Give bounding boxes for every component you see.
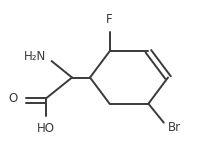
Text: H₂N: H₂N: [24, 50, 46, 63]
Text: HO: HO: [37, 122, 55, 135]
Text: Br: Br: [168, 121, 181, 134]
Text: O: O: [9, 92, 18, 105]
Text: F: F: [106, 13, 113, 26]
